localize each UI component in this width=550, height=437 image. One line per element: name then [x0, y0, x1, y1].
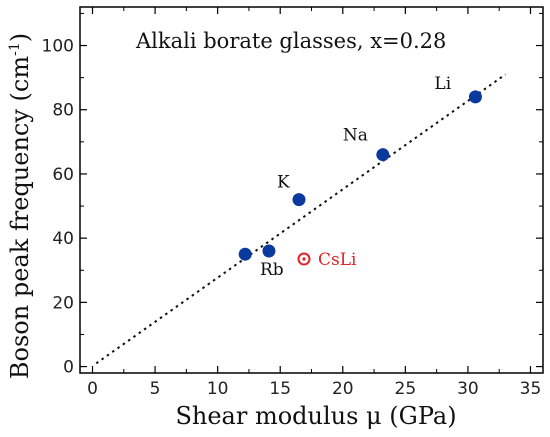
- y-tick-label-100: 100: [42, 37, 74, 57]
- point-label-CsLi: CsLi: [318, 250, 357, 270]
- chart-title: Alkali borate glasses, x=0.28: [135, 29, 446, 53]
- data-point-Rb: [262, 244, 276, 258]
- y-tick-label-60: 60: [52, 165, 74, 185]
- x-tick-label-25: 25: [395, 379, 417, 399]
- y-tick-label-0: 0: [63, 358, 74, 378]
- x-tick-label-35: 35: [520, 379, 542, 399]
- x-tick-label-5: 5: [150, 379, 161, 399]
- y-axis-title-main: Boson peak frequency (cm: [6, 56, 34, 379]
- point-labels: Rb K Na Li CsLi: [260, 74, 452, 280]
- data-point-0: [238, 247, 252, 261]
- data-point-Li: [468, 90, 482, 104]
- x-tick-label-10: 10: [207, 379, 229, 399]
- x-tick-label-15: 15: [269, 379, 291, 399]
- y-axis-title-close: ): [6, 33, 34, 42]
- data-point-K: [292, 193, 306, 207]
- y-axis-title-sup: -1: [7, 42, 23, 56]
- point-label-K: K: [277, 173, 290, 193]
- x-tick-label-0: 0: [87, 379, 98, 399]
- point-label-Rb: Rb: [260, 260, 284, 280]
- plot-frame: [79, 6, 544, 374]
- y-tick-label-20: 20: [52, 293, 74, 313]
- point-label-Li: Li: [434, 74, 451, 94]
- data-points: [238, 90, 482, 266]
- data-point-Na: [376, 148, 390, 162]
- data-point-center-CsLi: [302, 257, 306, 261]
- y-tick-label-40: 40: [52, 229, 74, 249]
- y-tick-label-80: 80: [52, 101, 74, 121]
- x-tick-label-30: 30: [457, 379, 479, 399]
- point-label-Na: Na: [343, 126, 368, 146]
- trendline: [95, 73, 507, 365]
- x-tick-label-20: 20: [332, 379, 354, 399]
- x-axis-title: Shear modulus μ (GPa): [175, 402, 456, 430]
- trendline-group: [95, 73, 507, 365]
- axes: [79, 6, 544, 374]
- y-axis-title: Boson peak frequency (cm-1): [6, 33, 34, 379]
- ticks: 0 5 10 15 20 25 30 35 0 20 40 60 80 100: [42, 7, 543, 399]
